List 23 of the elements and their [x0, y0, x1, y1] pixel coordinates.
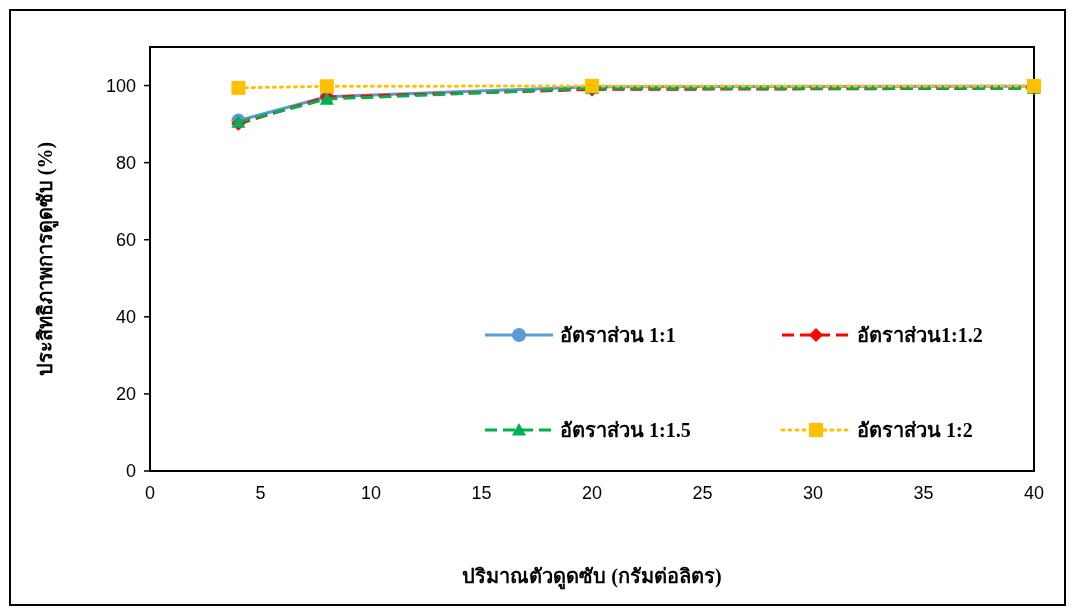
y-tick-label: 40: [115, 306, 136, 327]
legend-label: อัตราส่วน 1:1: [560, 324, 676, 346]
y-tick-label: 80: [115, 152, 136, 173]
x-tick-label: 25: [692, 483, 713, 503]
x-tick-label: 15: [471, 483, 492, 503]
y-tick-label: 20: [115, 383, 136, 404]
point: [319, 79, 334, 94]
legend-label: อัตราส่วน1:1.2: [857, 324, 983, 346]
x-tick-label: 35: [913, 483, 934, 503]
y-tick-label: 0: [125, 461, 136, 481]
x-tick-label: 30: [802, 483, 824, 503]
point: [231, 80, 246, 95]
y-tick-label: 60: [115, 229, 136, 250]
legend-label: อัตราส่วน 1:2: [857, 419, 973, 441]
x-tick-label: 20: [581, 483, 603, 503]
x-tick-label: 40: [1023, 483, 1045, 503]
x-tick-label: 5: [255, 483, 266, 503]
legend-label: อัตราส่วน 1:1.5: [560, 419, 691, 441]
x-axis-title: ปริมาณตัวดูดซับ (กรัมต่อลิตร): [462, 565, 722, 590]
y-axis-title: ประสิทธิภาพการดูดซับ (%): [34, 141, 59, 377]
x-tick-label: 10: [360, 483, 382, 503]
x-tick-label: 0: [144, 483, 156, 503]
y-tick-label: 100: [105, 75, 136, 96]
